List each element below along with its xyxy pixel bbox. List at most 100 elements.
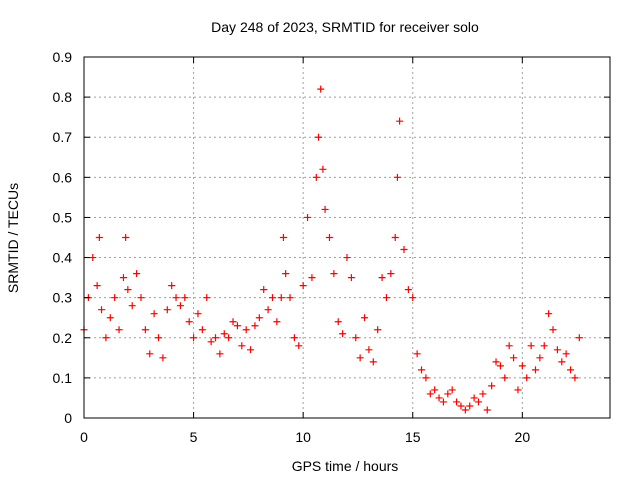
chart-title: Day 248 of 2023, SRMTID for receiver sol…	[211, 19, 479, 35]
gridlines	[84, 57, 610, 418]
data-point	[514, 386, 522, 394]
data-point	[413, 350, 421, 358]
data-point	[233, 322, 241, 330]
data-point	[378, 274, 386, 282]
data-point	[137, 294, 145, 302]
y-tick-label: 0.4	[53, 250, 73, 266]
data-point	[159, 354, 167, 362]
data-point	[198, 326, 206, 334]
data-point	[396, 117, 404, 125]
y-tick-label: 0.8	[53, 89, 73, 105]
data-point	[317, 85, 325, 93]
data-point	[435, 394, 443, 402]
data-point	[369, 358, 377, 366]
data-point	[545, 310, 553, 318]
data-point	[290, 334, 298, 342]
data-point	[93, 282, 101, 290]
data-point	[553, 346, 561, 354]
data-point	[483, 406, 491, 414]
data-point	[527, 342, 535, 350]
data-point	[448, 386, 456, 394]
data-point	[387, 270, 395, 278]
y-axis-label: SRMTID / TECUs	[5, 183, 21, 293]
data-point	[212, 334, 219, 342]
data-point	[220, 330, 228, 338]
x-tick-label: 0	[80, 429, 88, 445]
data-point	[299, 282, 307, 290]
data-point	[562, 350, 570, 358]
data-point	[531, 366, 539, 374]
data-point	[365, 346, 373, 354]
axis-ticks: 0 0.1 0.2 0.3 0.4 0.5 0.6 0.7 0.8 0.9 0 5 10 15 20	[53, 49, 610, 445]
data-point	[426, 390, 434, 398]
x-tick-label: 10	[295, 429, 311, 445]
y-tick-label: 0.3	[53, 290, 73, 306]
data-point	[102, 334, 110, 342]
data-point	[95, 234, 103, 241]
data-point	[229, 318, 237, 326]
data-point	[194, 310, 202, 318]
data-point	[444, 390, 452, 398]
data-point	[558, 358, 566, 366]
data-point	[505, 342, 513, 350]
data-point	[501, 374, 509, 382]
data-point	[475, 398, 482, 406]
data-point	[308, 274, 316, 282]
data-point	[133, 270, 141, 278]
data-point	[106, 314, 114, 322]
data-point	[352, 334, 360, 342]
data-point	[393, 173, 401, 181]
data-point	[279, 234, 287, 241]
data-point	[343, 254, 351, 262]
data-point	[304, 213, 312, 221]
data-point	[466, 402, 474, 410]
data-point	[488, 382, 496, 390]
data-point	[115, 326, 123, 334]
x-axis-label: GPS time / hours	[292, 458, 399, 474]
x-tick-label: 15	[405, 429, 421, 445]
data-point	[312, 173, 320, 181]
data-point	[150, 310, 158, 318]
data-point	[264, 306, 272, 314]
x-tick-label: 20	[515, 429, 531, 445]
y-tick-label: 0.1	[53, 370, 73, 386]
data-point	[518, 362, 526, 370]
data-point	[122, 234, 130, 241]
x-tick-label: 5	[190, 429, 198, 445]
data-point	[496, 362, 504, 370]
data-point	[225, 334, 233, 342]
data-point	[510, 354, 518, 362]
data-point	[523, 374, 531, 382]
data-point	[203, 294, 211, 302]
data-point	[325, 234, 333, 241]
data-point	[409, 294, 417, 302]
data-point	[273, 318, 281, 326]
data-point	[98, 306, 106, 314]
data-point	[439, 398, 447, 406]
data-point	[319, 165, 327, 173]
data-point	[571, 374, 579, 382]
data-point	[361, 314, 369, 322]
data-point	[356, 354, 364, 362]
data-point	[146, 350, 154, 358]
data-point	[181, 294, 189, 302]
data-point	[176, 302, 184, 310]
data-point	[282, 270, 290, 278]
y-tick-label: 0.2	[53, 330, 73, 346]
data-point	[277, 294, 285, 302]
data-point	[575, 334, 583, 342]
data-point	[492, 358, 500, 366]
data-point	[540, 342, 548, 350]
data-point	[470, 394, 478, 402]
data-point	[374, 326, 382, 334]
data-point	[242, 326, 250, 334]
data-point	[172, 294, 180, 302]
data-point	[207, 338, 215, 346]
data-point	[155, 334, 163, 342]
data-point	[453, 398, 461, 406]
data-point	[89, 254, 97, 262]
y-tick-label: 0.6	[53, 169, 73, 185]
data-point	[168, 282, 176, 290]
data-point	[295, 342, 303, 350]
